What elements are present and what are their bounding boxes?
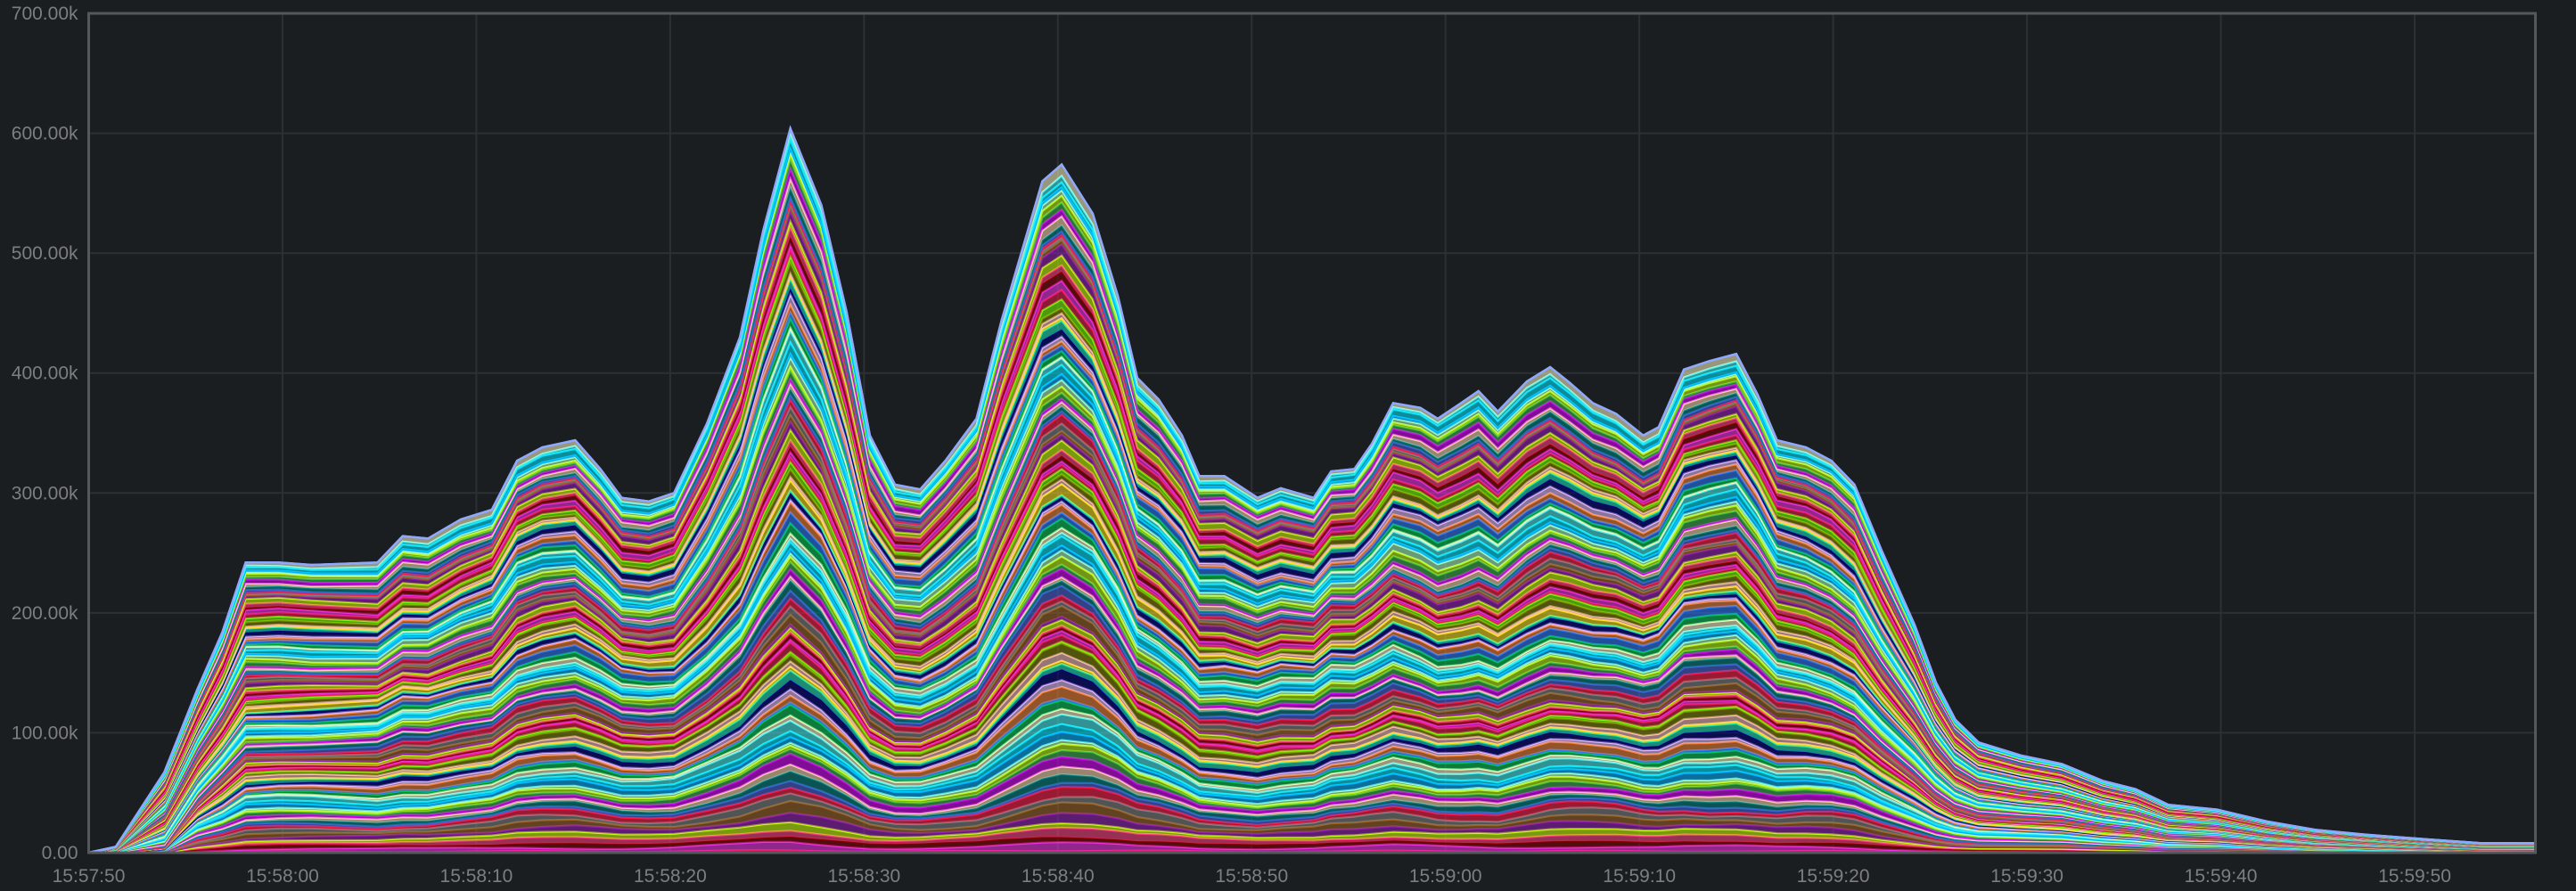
series-band bbox=[88, 787, 2535, 853]
x-tick-label: 15:59:00 bbox=[1409, 866, 1482, 887]
y-tick-label: 400.00k bbox=[12, 364, 78, 384]
series-band bbox=[88, 371, 2535, 854]
series-band bbox=[88, 585, 2535, 853]
plot-border bbox=[87, 12, 2537, 854]
series-band bbox=[88, 841, 2535, 853]
y-axis: 0.00 100.00k 200.00k 300.00k 400.00k 500.00k 6… bbox=[12, 4, 78, 863]
y-tick-label: 700.00k bbox=[12, 4, 78, 24]
x-tick-label: 15:58:30 bbox=[827, 866, 900, 887]
x-tick-label: 15:59:30 bbox=[1990, 866, 2063, 887]
y-tick-label: 500.00k bbox=[12, 243, 78, 264]
series-band bbox=[88, 595, 2535, 853]
y-tick-label: 0.00 bbox=[42, 843, 78, 863]
x-axis: 15:57:50 15:58:00 15:58:10 15:58:20 15:58:30… bbox=[53, 866, 2451, 887]
x-tick-label: 15:59:10 bbox=[1603, 866, 1676, 887]
series-band bbox=[88, 399, 2535, 853]
y-tick-label: 300.00k bbox=[12, 483, 78, 503]
x-tick-label: 15:57:50 bbox=[53, 866, 126, 887]
x-tick-label: 15:58:10 bbox=[440, 866, 513, 887]
x-tick-label: 15:59:20 bbox=[1797, 866, 1870, 887]
x-tick-label: 15:59:50 bbox=[2378, 866, 2451, 887]
x-tick-label: 15:58:00 bbox=[246, 866, 319, 887]
series-bands bbox=[88, 125, 2535, 854]
y-tick-label: 100.00k bbox=[12, 723, 78, 743]
series-band bbox=[88, 342, 2535, 853]
series-band bbox=[88, 748, 2535, 853]
x-tick-label: 15:58:40 bbox=[1021, 866, 1095, 887]
series-band bbox=[88, 714, 2535, 853]
x-tick-label: 15:58:50 bbox=[1215, 866, 1288, 887]
total-line bbox=[88, 125, 2535, 854]
y-tick-label: 200.00k bbox=[12, 603, 78, 624]
series-band bbox=[88, 406, 2535, 853]
x-tick-label: 15:58:20 bbox=[634, 866, 707, 887]
x-tick-label: 15:59:40 bbox=[2185, 866, 2258, 887]
series-band bbox=[88, 357, 2535, 853]
series-band bbox=[88, 754, 2535, 853]
series-band bbox=[88, 366, 2535, 854]
series-band bbox=[88, 601, 2535, 853]
y-tick-label: 600.00k bbox=[12, 124, 78, 144]
